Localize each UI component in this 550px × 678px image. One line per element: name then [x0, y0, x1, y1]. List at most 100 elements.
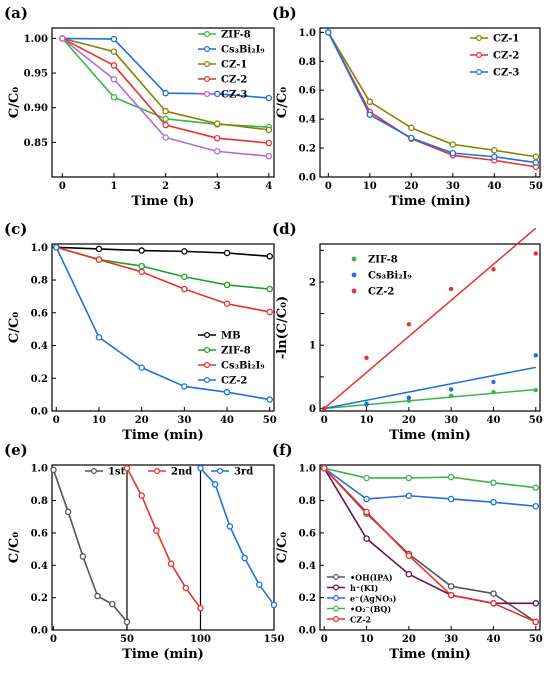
legend-label: CZ-2	[221, 75, 247, 86]
data-marker	[363, 535, 370, 542]
legend-label: ZIF-8	[368, 255, 398, 266]
panel-b: 0 10 20 30 40 50 0.0 0.2 0.4 0.6 0.8 1.0 Time (min) C…	[272, 4, 543, 209]
legend-symbol	[204, 60, 211, 67]
y-tick-label: 0.4	[299, 115, 316, 126]
data-marker	[490, 590, 497, 597]
series-4	[320, 464, 540, 491]
data-point	[533, 251, 538, 256]
series-5	[320, 464, 540, 626]
legend-label: CZ-2	[368, 287, 394, 298]
data-marker	[213, 120, 221, 127]
data-marker	[181, 383, 188, 390]
x-tick-label: 0	[59, 181, 66, 192]
data-marker	[162, 121, 169, 129]
data-marker	[490, 479, 497, 487]
data-marker	[162, 115, 169, 123]
x-tick-label: 10	[360, 415, 374, 426]
data-marker	[181, 273, 188, 280]
data-marker	[162, 134, 169, 141]
series-line	[323, 467, 536, 508]
data-point	[491, 267, 496, 272]
x-tick-label: 50	[529, 415, 543, 426]
data-marker	[366, 111, 374, 119]
x-tick-label: 10	[92, 415, 106, 426]
legend-symbol	[204, 377, 211, 384]
x-tick-label: 10	[360, 634, 374, 645]
data-marker	[363, 508, 370, 516]
y-tick-label: 2	[309, 277, 316, 288]
y-tick-label: 0.0	[299, 626, 316, 637]
legend-symbol	[333, 605, 340, 612]
legend-symbol	[351, 256, 357, 262]
plot-frame	[51, 243, 275, 412]
data-marker	[110, 48, 118, 55]
x-tick-label: 20	[402, 415, 416, 426]
legend-symbol	[204, 90, 211, 97]
data-marker	[490, 498, 497, 506]
data-marker	[109, 600, 116, 608]
series-3	[53, 244, 273, 316]
x-axis-title: Time (min)	[122, 428, 204, 443]
legend-symbol	[90, 468, 97, 475]
data-marker	[223, 281, 231, 289]
x-tick-label: 20	[402, 634, 416, 645]
x-axis-title: Time (min)	[389, 428, 471, 443]
data-marker	[532, 618, 540, 626]
data-marker	[110, 94, 118, 101]
data-marker	[266, 308, 273, 316]
y-tick-label: 1	[309, 341, 316, 352]
data-marker	[363, 474, 370, 482]
series-3	[325, 29, 540, 166]
x-tick-label: 0	[50, 634, 57, 645]
data-marker	[265, 139, 273, 147]
x-tick-label: 0	[325, 181, 332, 192]
y-axis-title: C/C₀	[7, 87, 22, 118]
panel-c: 0 10 20 30 40 50 0.0 0.2 0.4 0.6 0.8 1.0 Time (min) C…	[4, 220, 277, 443]
y-tick-label: 0.4	[31, 341, 48, 352]
series-2	[123, 464, 204, 612]
panel-d: 0 10 20 30 40 50 0 1 2 Time (min) -ln(C/C₀) (d) ZIF-…	[272, 220, 543, 443]
data-marker	[181, 248, 188, 255]
data-marker	[447, 583, 455, 590]
series-line	[56, 246, 270, 313]
data-marker	[197, 464, 204, 472]
data-marker	[211, 481, 219, 488]
legend-label: ZIF-8	[221, 30, 251, 41]
data-marker	[532, 600, 540, 607]
y-tick-label: 1.00	[24, 34, 48, 45]
y-tick-label: 0.0	[31, 407, 48, 418]
data-marker	[162, 107, 169, 115]
data-point	[322, 406, 327, 411]
data-marker	[153, 527, 160, 534]
legend-label: CZ-1	[493, 34, 519, 45]
x-tick-label: 30	[444, 634, 458, 645]
data-point	[406, 322, 412, 327]
data-marker	[491, 153, 498, 160]
data-point	[491, 379, 496, 385]
y-tick-label: 0.6	[299, 86, 316, 97]
data-marker	[223, 300, 231, 308]
data-marker	[64, 508, 72, 516]
series-line	[199, 467, 275, 606]
legend: ZIF-8 Cs₃Bi₂I₉ CZ-1 CZ-2 CZ-3	[198, 30, 265, 101]
plot-frame	[319, 243, 541, 412]
legend-label: e⁻(AgNO₃)	[350, 594, 397, 604]
x-tick-label: 0	[53, 415, 60, 426]
y-tick-label: 0.8	[299, 57, 316, 68]
data-marker	[532, 153, 540, 160]
x-tick-label: 10	[363, 181, 377, 192]
legend-symbol	[204, 45, 211, 52]
legend: CZ-1 CZ-2 CZ-3	[470, 34, 519, 79]
data-marker	[408, 134, 415, 142]
data-marker	[366, 98, 374, 106]
legend-label: ZIF-8	[221, 346, 251, 357]
panel-label: (c)	[4, 220, 27, 238]
legend-symbol	[476, 51, 483, 58]
data-point	[364, 355, 369, 361]
legend-label: Cs₃Bi₂I₉	[221, 361, 265, 372]
data-point	[448, 393, 454, 399]
y-axis-title: C/C₀	[7, 532, 22, 563]
data-marker	[110, 35, 118, 43]
data-marker	[182, 584, 190, 592]
